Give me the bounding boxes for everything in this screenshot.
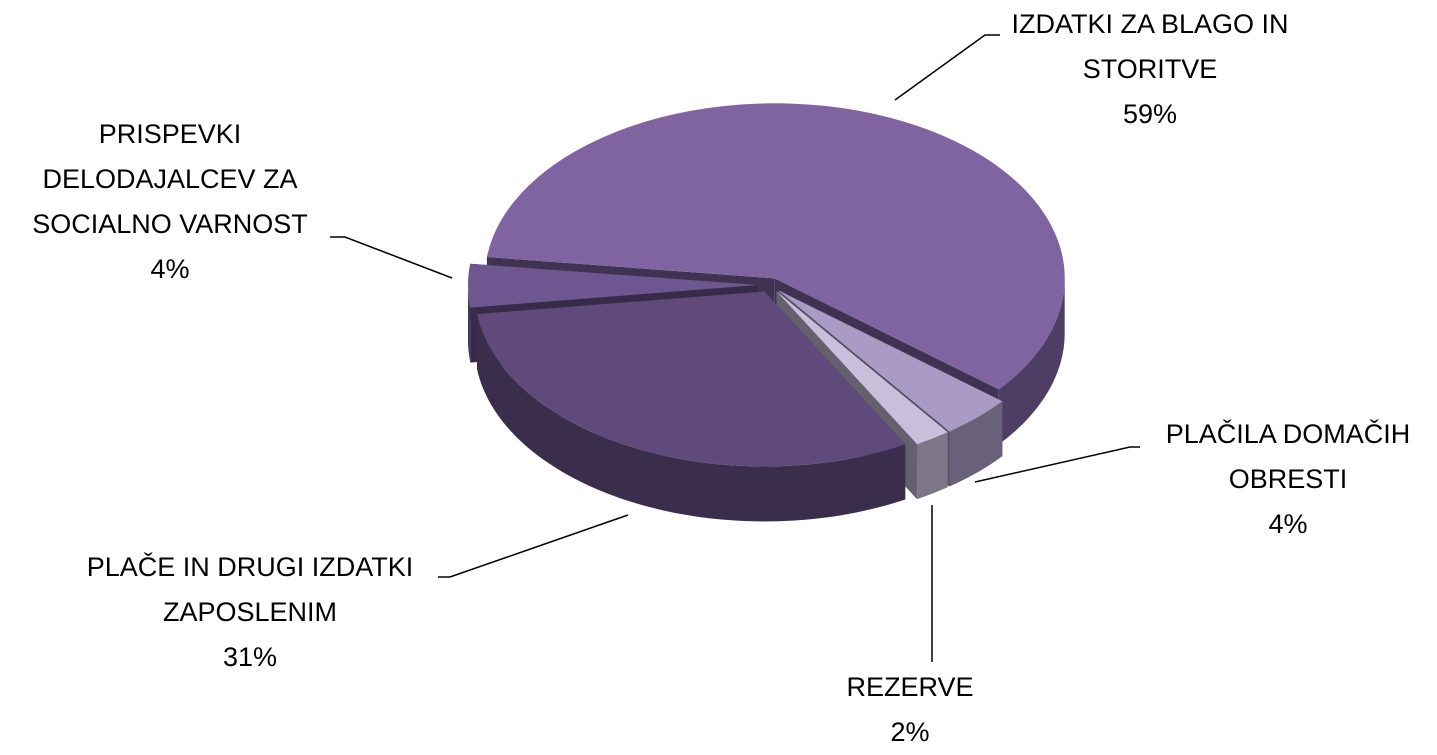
category-label: PRISPEVKI DELODAJALCEV ZA SOCIALNO VARNO… bbox=[32, 119, 308, 239]
slice-label: PLAČILA DOMAČIH OBRESTI 4% bbox=[1138, 412, 1437, 547]
value-label: 59% bbox=[1122, 99, 1178, 129]
value-label: 4% bbox=[1268, 509, 1308, 539]
slice-label: PLAČE IN DRUGI IZDATKI ZAPOSLENIM 31% bbox=[50, 545, 450, 680]
leader-line bbox=[974, 446, 1140, 483]
category-label: IZDATKI ZA BLAGO IN STORITVE bbox=[1011, 9, 1289, 84]
leader-line bbox=[894, 34, 1000, 101]
slice-side bbox=[949, 401, 1003, 487]
value-label: 31% bbox=[222, 642, 278, 672]
category-label: REZERVE bbox=[846, 672, 974, 702]
slice bbox=[477, 291, 906, 467]
leader-lines bbox=[330, 34, 1140, 662]
slices bbox=[467, 103, 1065, 522]
slice-label: REZERVE 2% bbox=[810, 665, 1010, 755]
value-label: 4% bbox=[150, 254, 190, 284]
slice-side bbox=[467, 285, 471, 363]
slice-side bbox=[917, 432, 948, 500]
slice bbox=[468, 263, 759, 308]
slice bbox=[486, 103, 1065, 390]
value-label: 2% bbox=[890, 717, 930, 747]
leader-line bbox=[438, 514, 629, 578]
slice bbox=[778, 290, 1003, 432]
category-label: PLAČE IN DRUGI IZDATKI ZAPOSLENIM bbox=[86, 552, 414, 627]
slice-label: IZDATKI ZA BLAGO IN STORITVE 59% bbox=[990, 2, 1310, 137]
leader-line bbox=[330, 236, 453, 279]
slice bbox=[776, 291, 948, 445]
category-label: PLAČILA DOMAČIH OBRESTI bbox=[1165, 419, 1411, 494]
slice-side bbox=[998, 278, 1065, 445]
slice-label: PRISPEVKI DELODAJALCEV ZA SOCIALNO VARNO… bbox=[0, 112, 340, 292]
slice-side bbox=[477, 314, 906, 522]
